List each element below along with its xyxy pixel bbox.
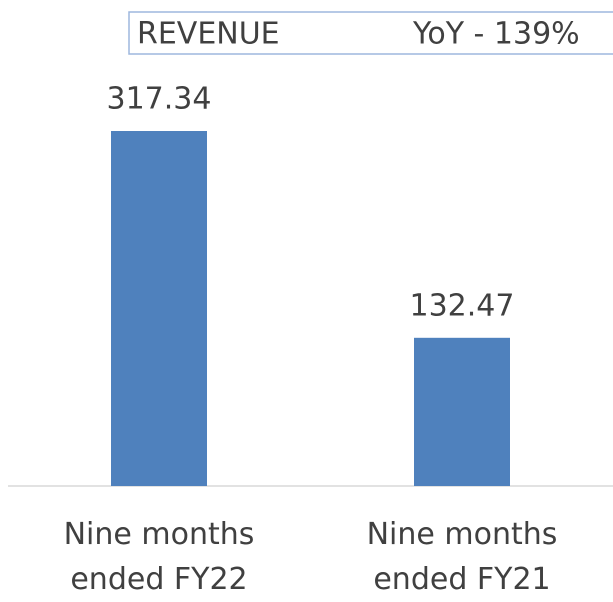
bar [111,131,207,486]
x-tick-label: Nine months ended FY21 [366,517,558,597]
annotation-box [128,11,613,55]
data-label: 132.47 [410,288,515,323]
annotation-yoy: YoY - 139% [412,17,580,52]
data-label: 317.34 [107,82,212,117]
annotation-label: REVENUE [137,17,280,52]
bar [414,337,510,486]
x-tick-label: Nine months ended FY22 [63,517,255,597]
